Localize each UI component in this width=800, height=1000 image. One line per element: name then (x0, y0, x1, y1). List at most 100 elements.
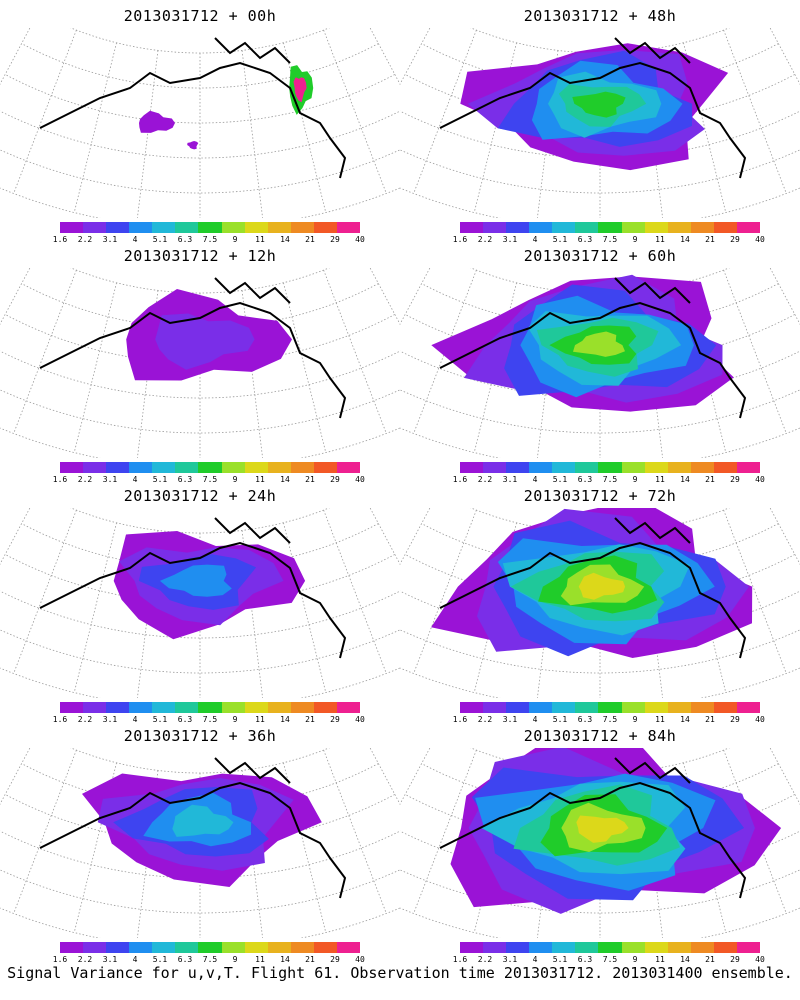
meridian-line (283, 42, 327, 213)
colorbar-tick-label: 3.1 (502, 955, 518, 964)
colorbar-tick-label: 11 (255, 715, 265, 724)
colorbar-swatch (60, 702, 84, 713)
colorbar-swatch (221, 702, 245, 713)
meridian-line (13, 509, 77, 674)
colorbar-tick-label: 29 (330, 955, 340, 964)
colorbar-tick-label: 3.1 (102, 475, 118, 484)
coastline (214, 757, 291, 784)
variance-contour (159, 564, 232, 597)
meridian-line (400, 508, 431, 565)
colorbar-swatch (83, 942, 107, 953)
panel-title: 2013031712 + 12h (123, 247, 277, 265)
colorbar-tick-label: 21 (305, 475, 315, 484)
meridian-line (241, 290, 264, 458)
map-panel: 2013031712 + 00h 1.6 2.2 3.1 4 5.1 6.3 7.5 9 11 14… (0, 0, 400, 245)
colorbar-tick-label: 5.1 (552, 715, 568, 724)
variance-field (139, 65, 314, 150)
colorbar-tick-label: 14 (680, 475, 690, 484)
colorbar-tick-label: 3.1 (502, 475, 518, 484)
map-plot (0, 508, 400, 698)
panel-title: 2013031712 + 36h (123, 727, 277, 745)
variance-field (450, 748, 782, 914)
colorbar-swatch (690, 462, 714, 473)
meridian-line (323, 269, 387, 434)
colorbar-swatch (667, 462, 691, 473)
panel-title: 2013031712 + 24h (123, 487, 277, 505)
colorbar-tick-label: 1.6 (52, 955, 68, 964)
colorbar-tick-label: 4 (532, 715, 538, 724)
meridian-line (769, 268, 800, 325)
colorbar-tick-label: 1.6 (52, 715, 68, 724)
colorbar-tick-label: 3.1 (102, 235, 118, 244)
colorbar-tick-label: 6.3 (177, 715, 193, 724)
colorbar-tick-label: 11 (255, 235, 265, 244)
parallel-line (400, 350, 800, 399)
colorbar-swatch (460, 462, 484, 473)
map-panel: 2013031712 + 24h 1.6 2.2 3.1 4 5.1 6.3 7.5 9 11 14… (0, 480, 400, 725)
colorbar-tick-label: 6.3 (577, 475, 593, 484)
colorbar-tick-label: 6.3 (577, 235, 593, 244)
colorbar-swatch (713, 702, 737, 713)
parallel-line (70, 268, 330, 294)
colorbar-swatch (60, 222, 84, 233)
colorbar-tick-label: 1.6 (52, 235, 68, 244)
colorbar-tick-label: 1.6 (452, 715, 468, 724)
meridian-line (0, 748, 31, 805)
colorbar-swatch (60, 942, 84, 953)
colorbar-swatch (267, 702, 291, 713)
colorbar-swatch (598, 702, 622, 713)
colorbar-swatch (598, 942, 622, 953)
meridian-line (323, 509, 387, 674)
colorbar-tick-label: 14 (680, 715, 690, 724)
colorbar-swatch (736, 222, 761, 233)
colorbar-swatch (690, 222, 714, 233)
colorbar-swatch (483, 462, 507, 473)
colorbar-swatch (552, 462, 576, 473)
meridian-line (723, 29, 787, 194)
colorbar-tick-label: 14 (680, 235, 690, 244)
parallel-line (404, 554, 796, 604)
colorbar-ticks: 1.6 2.2 3.1 4 5.1 6.3 7.5 9 11 14 21 29 40 (52, 475, 368, 485)
panel-title: 2013031712 + 00h (123, 7, 277, 25)
colorbar-swatch (575, 222, 599, 233)
colorbar-swatch (221, 222, 245, 233)
colorbar-swatch (267, 942, 291, 953)
meridian-line (400, 268, 431, 325)
meridian-line (400, 28, 431, 85)
colorbar-tick-label: 11 (255, 475, 265, 484)
parallel-line (0, 389, 400, 434)
meridian-line (241, 50, 264, 218)
colorbar-swatch (129, 222, 153, 233)
colorbar-swatch (175, 702, 199, 713)
colorbar-swatch (336, 462, 361, 473)
colorbar-tick-label: 2.2 (77, 715, 93, 724)
colorbar-ticks: 1.6 2.2 3.1 4 5.1 6.3 7.5 9 11 14 21 29 40 (52, 715, 368, 725)
colorbar-tick-label: 2.2 (77, 955, 93, 964)
colorbar (60, 462, 361, 473)
colorbar-swatch (106, 942, 130, 953)
colorbar-ticks: 1.6 2.2 3.1 4 5.1 6.3 7.5 9 11 14 21 29 40 (452, 475, 768, 485)
colorbar-swatch (313, 942, 337, 953)
meridian-line (400, 748, 431, 805)
colorbar-swatch (644, 222, 668, 233)
colorbar-swatch (267, 462, 291, 473)
parallel-line (0, 830, 400, 879)
colorbar-tick-label: 1.6 (452, 235, 468, 244)
colorbar-tick-label: 5.1 (552, 235, 568, 244)
colorbar-tick-label: 11 (655, 715, 665, 724)
parallel-line (404, 74, 796, 124)
coastline (439, 541, 747, 659)
colorbar-tick-label: 4 (132, 715, 138, 724)
colorbar-tick-label: 6.3 (177, 235, 193, 244)
variance-field (431, 274, 734, 412)
colorbar-swatch (290, 942, 314, 953)
parallel-line (4, 554, 396, 604)
map-panel: 2013031712 + 12h 1.6 2.2 3.1 4 5.1 6.3 7.5 9 11 14… (0, 240, 400, 485)
colorbar-swatch (667, 702, 691, 713)
meridian-line (13, 29, 77, 194)
colorbar-swatch (552, 702, 576, 713)
map-plot (0, 748, 400, 938)
colorbar-swatch (644, 942, 668, 953)
coastline (614, 277, 691, 304)
colorbar-tick-label: 1.6 (452, 475, 468, 484)
